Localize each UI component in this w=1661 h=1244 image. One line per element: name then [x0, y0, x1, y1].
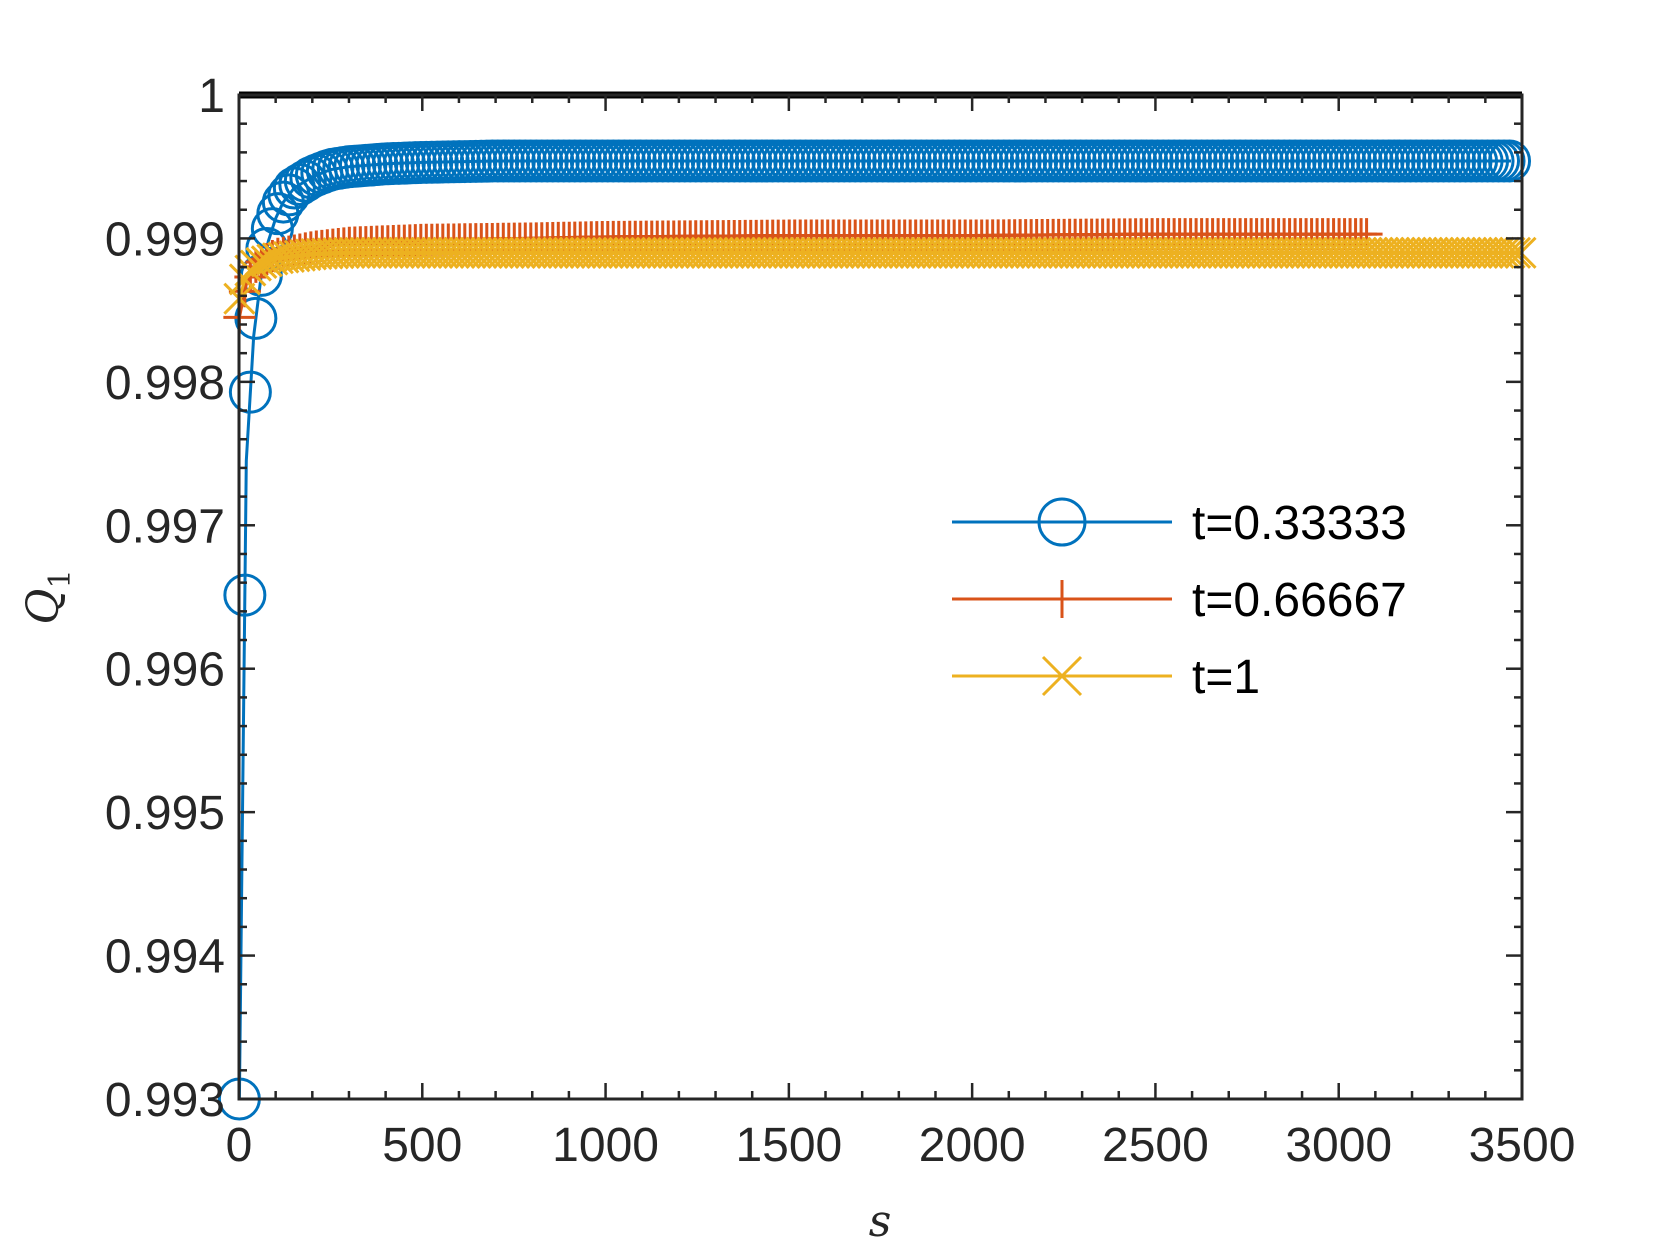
- y-tick-label: 0.993: [105, 1074, 225, 1127]
- axes-box: [237, 93, 1524, 1101]
- y-tick-label: 0.995: [105, 787, 225, 840]
- legend-label: t=1: [1192, 651, 1260, 704]
- legend: t=0.33333 t=0.66667 t=1: [952, 497, 1407, 704]
- data-marker: [1488, 139, 1532, 183]
- x-tick-label: 3500: [1469, 1119, 1576, 1172]
- x-tick-label: 500: [382, 1119, 462, 1172]
- y-axis-label-subscript: 1: [43, 569, 78, 588]
- data-marker: [1498, 236, 1532, 269]
- legend-item: t=0.66667: [952, 574, 1407, 627]
- legend-item: t=0.33333: [952, 497, 1407, 550]
- y-tick-label: 0.996: [105, 644, 225, 697]
- x-tick-label: 0: [226, 1119, 253, 1172]
- data-marker: [1493, 236, 1526, 269]
- svg-text:Q1: Q1: [18, 569, 78, 624]
- legend-label: t=0.66667: [1192, 574, 1407, 627]
- axes-layer: [237, 93, 1524, 1101]
- legend-marker: [1037, 497, 1087, 547]
- tick-labels: 0 500 1000 1500 2000 2500 3000 3500 0.993 0.994 0.…: [105, 70, 1576, 1172]
- x-tick-label: 2000: [919, 1119, 1026, 1172]
- y-tick-label: 0.997: [105, 500, 225, 553]
- x-tick-label: 3000: [1285, 1119, 1392, 1172]
- x-tick-label: 2500: [1102, 1119, 1209, 1172]
- data-marker: [1487, 236, 1521, 269]
- data-marker: [223, 573, 267, 617]
- legend-marker: [1041, 655, 1083, 697]
- data-marker: [239, 249, 272, 282]
- y-tick-label: 1: [198, 70, 225, 123]
- y-axis-label: Q1: [18, 569, 78, 624]
- y-tick-label: 0.994: [105, 931, 225, 984]
- y-axis-label-main: Q: [18, 589, 69, 625]
- legend-item: t=1: [952, 651, 1260, 704]
- data-marker: [228, 370, 272, 414]
- y-tick-label: 0.998: [105, 357, 225, 410]
- legend-label: t=0.33333: [1192, 497, 1407, 550]
- legend-marker: [1043, 580, 1081, 618]
- x-axis-label: s: [869, 1196, 892, 1244]
- series-layer: [217, 139, 1537, 1121]
- x-tick-label: 1500: [735, 1119, 842, 1172]
- y-tick-label: 0.999: [105, 213, 225, 266]
- data-marker: [1350, 218, 1383, 251]
- x-tick-label: 1000: [552, 1119, 659, 1172]
